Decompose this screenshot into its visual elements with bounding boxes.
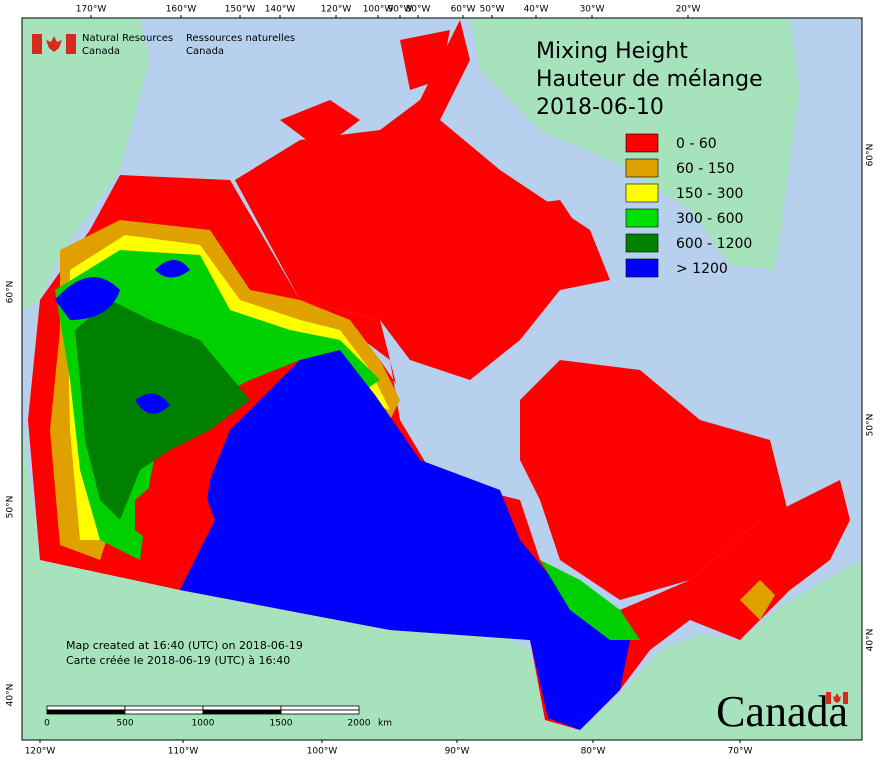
flag-bar — [843, 692, 848, 704]
hudson-bay — [300, 330, 520, 480]
quebec-labrador — [520, 360, 790, 600]
agency-fr: Ressources naturelles — [186, 33, 295, 44]
credit: Carte créée le 2018-06-19 (UTC) à 16:40 — [66, 654, 290, 667]
scale-segment — [46, 709, 126, 715]
legend-label: > 1200 — [676, 261, 728, 277]
agency-fr: Canada — [186, 46, 224, 57]
usa — [22, 420, 862, 740]
legend: 0 - 60 60 - 150 150 - 300 300 - 600 600 - 12… — [625, 133, 752, 278]
longitude-label: 90°W — [445, 747, 470, 757]
scale-bar: 0 500 1000 1500 2000 km — [44, 705, 392, 729]
latitude-label: 50°N — [6, 496, 16, 519]
legend-label: 300 - 600 — [676, 211, 743, 227]
zone-0-60-west — [135, 470, 215, 550]
longitude-label: 160°W — [166, 5, 197, 15]
legend-swatch — [625, 233, 659, 253]
scale-segment — [202, 709, 282, 715]
longitude-label: 150°W — [225, 5, 256, 15]
flag-bar — [32, 34, 42, 54]
legend-label: 60 - 150 — [676, 161, 735, 177]
zone-south-east — [540, 560, 640, 640]
longitude-label: 140°W — [265, 5, 296, 15]
zone-over-1200-west — [55, 260, 190, 414]
flag-bar — [66, 34, 76, 54]
longitude-label: 100°W — [363, 5, 394, 15]
scale-label: 500 — [116, 719, 133, 729]
longitude-label: 120°W — [25, 747, 56, 757]
longitude-label: 40°W — [524, 5, 549, 15]
zone-maritimes — [740, 580, 775, 620]
zone-over-1200 — [180, 350, 630, 730]
longitude-label: 90°W — [388, 5, 413, 15]
scale-unit: km — [378, 719, 392, 729]
alaska — [22, 18, 150, 310]
legend-swatch — [625, 208, 659, 228]
latitude-label: 40°N — [6, 684, 16, 707]
scale-label: 1000 — [192, 719, 215, 729]
scale-label: 2000 — [348, 719, 371, 729]
scale-segment — [124, 709, 204, 715]
title: Hauteur de mélange — [536, 67, 763, 92]
flag-bar — [826, 692, 831, 704]
longitude-label: 80°W — [406, 5, 431, 15]
wordmark-flag — [826, 692, 848, 704]
longitude-label: 30°W — [580, 5, 605, 15]
legend-label: 600 - 1200 — [676, 236, 752, 252]
legend-swatch — [625, 183, 659, 203]
legend-swatch — [625, 133, 659, 153]
latitude-label: 60°N — [866, 144, 876, 167]
scale-label: 0 — [44, 719, 50, 729]
scale-segment — [46, 705, 126, 711]
maple-leaf — [833, 693, 841, 703]
longitude-label: 60°W — [451, 5, 476, 15]
longitude-label: 110°W — [168, 747, 199, 757]
longitude-label: 50°W — [480, 5, 505, 15]
nrcan-logo — [32, 34, 76, 54]
longitude-label: 170°W — [76, 5, 107, 15]
credit: Map created at 16:40 (UTC) on 2018-06-19 — [66, 639, 303, 652]
latitude-label: 50°N — [866, 414, 876, 437]
scale-segment — [280, 705, 360, 711]
legend-label: 150 - 300 — [676, 186, 743, 202]
longitude-label: 20°W — [676, 5, 701, 15]
title: Mixing Height — [536, 39, 688, 64]
agency-en: Natural Resources — [82, 33, 173, 44]
title: 2018-06-10 — [536, 95, 664, 120]
map-frame — [21, 17, 863, 741]
graticule-labels: 170°W 160°W 150°W 140°W 120°W 100°W90°W80°W 60… — [6, 5, 876, 757]
latitude-label: 60°N — [6, 281, 16, 304]
scale-segment — [124, 705, 204, 711]
arctic-islands-north — [280, 30, 600, 270]
arctic-islands — [235, 20, 610, 380]
legend-swatch — [625, 158, 659, 178]
longitude-label: 80°W — [581, 747, 606, 757]
longitude-label: 100°W — [307, 747, 338, 757]
latitude-label: 40°N — [866, 629, 876, 652]
longitude-label: 120°W — [321, 5, 352, 15]
scale-segment — [202, 705, 282, 711]
frame-border — [21, 17, 863, 741]
agency-en: Canada — [82, 46, 120, 57]
scale-segment — [280, 709, 360, 715]
longitude-label: 70°W — [728, 747, 753, 757]
scale-label: 1500 — [270, 719, 293, 729]
legend-swatch — [625, 258, 659, 278]
maple-leaf — [46, 36, 62, 52]
legend-label: 0 - 60 — [676, 136, 717, 152]
